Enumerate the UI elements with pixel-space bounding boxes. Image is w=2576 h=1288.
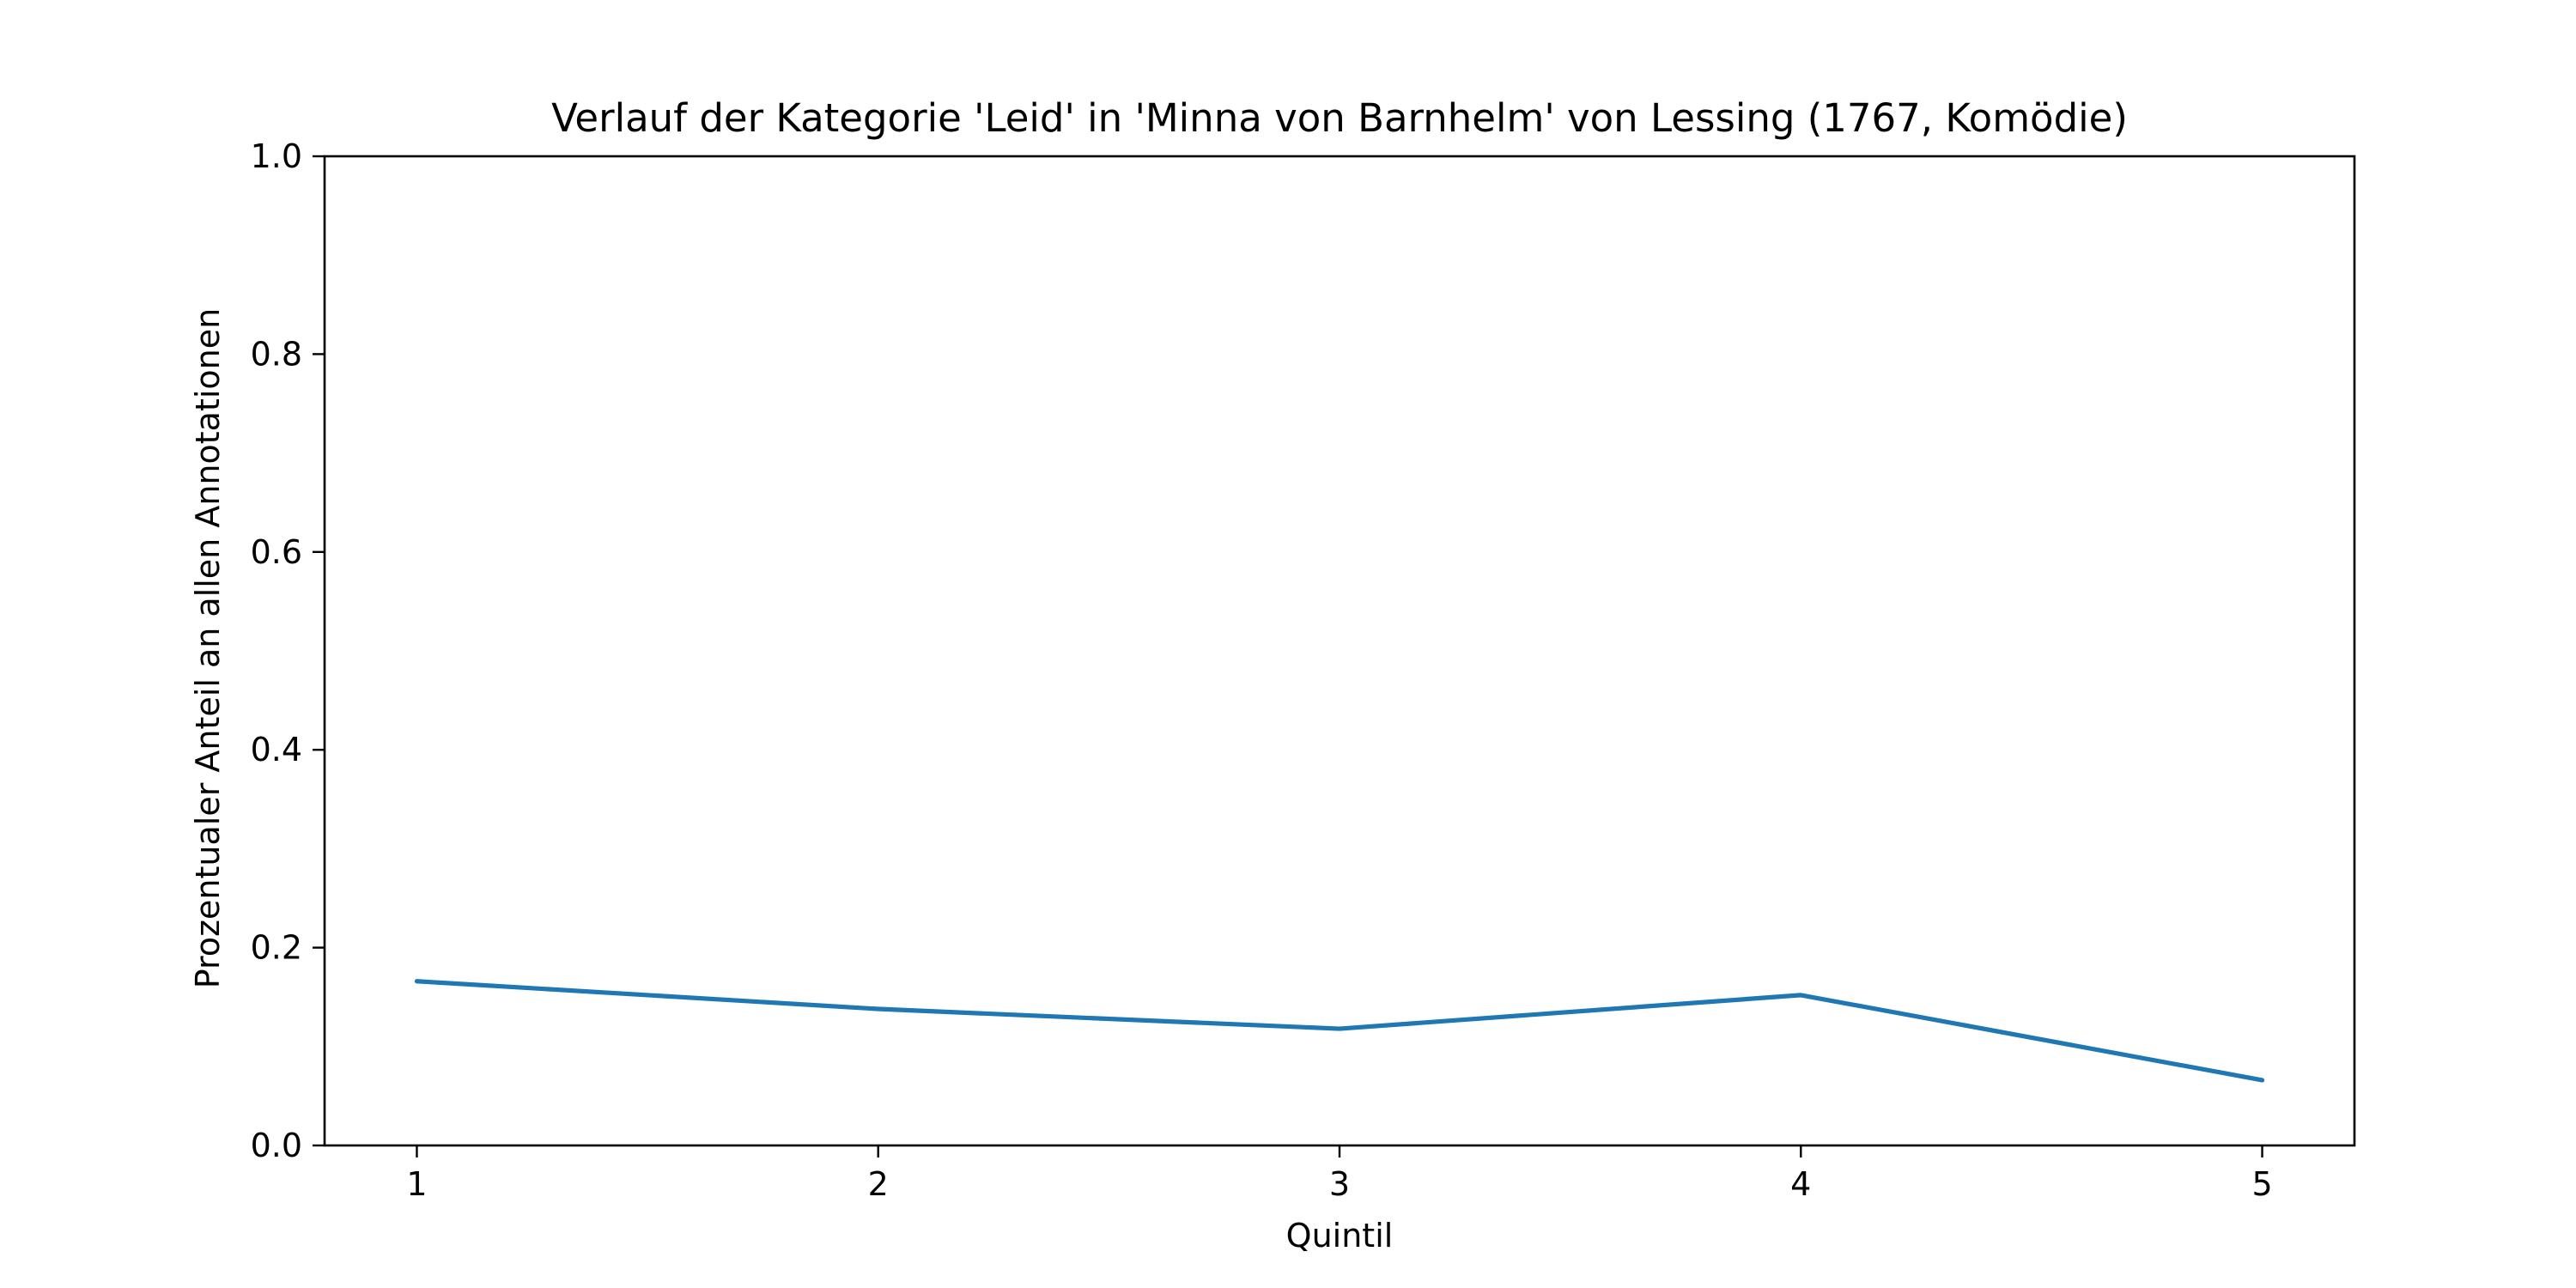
x-axis-label: Quintil	[1286, 1217, 1394, 1255]
x-tick-label: 5	[2251, 1165, 2272, 1203]
x-tick-label: 2	[868, 1165, 889, 1203]
y-tick-label: 1.0	[251, 137, 302, 175]
y-tick-label: 0.6	[251, 533, 302, 571]
x-tick-label: 1	[406, 1165, 427, 1203]
plot-frame	[323, 155, 2356, 1147]
x-tick-label: 4	[1790, 1165, 1811, 1203]
y-tick-label: 0.2	[251, 929, 302, 967]
y-axis-label: Prozentualer Anteil an allen Annotatione…	[189, 308, 227, 988]
y-tick-label: 0.4	[251, 731, 302, 769]
plot-area: 1 2 3 4 5 0.0 0.2 0.4 0.6 0.8 1.0	[251, 137, 2356, 1203]
y-tick-label: 0.8	[251, 335, 302, 373]
y-tick-label: 0.0	[251, 1127, 302, 1164]
x-tick-label: 3	[1329, 1165, 1350, 1203]
chart-title: Verlauf der Kategorie 'Leid' in 'Minna v…	[551, 95, 2128, 141]
series-line	[414, 979, 2265, 1083]
